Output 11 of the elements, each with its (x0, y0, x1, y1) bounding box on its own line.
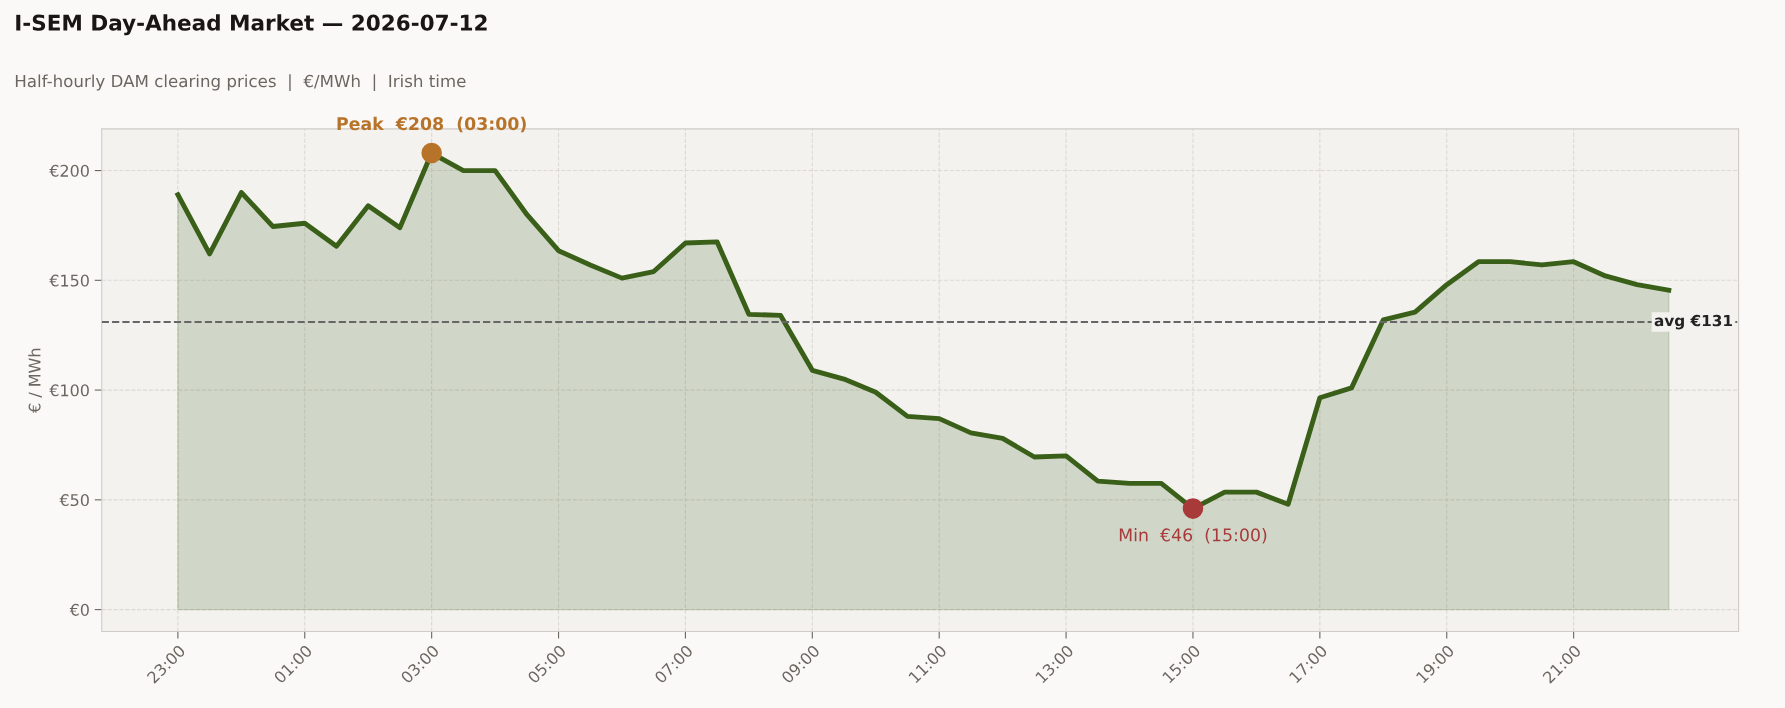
y-tick-label: €0 (69, 603, 89, 616)
y-tick-label: €50 (59, 494, 89, 507)
y-axis-title: € / MWh (28, 348, 42, 413)
y-tick-label: €150 (49, 274, 89, 287)
chart-title: I-SEM Day-Ahead Market — 2026-07-12 (16, 14, 487, 36)
ref-line-label: avg €131 (1654, 314, 1732, 330)
y-tick-label: €200 (49, 164, 89, 177)
annotation: Min €46 (15:00) (1119, 528, 1267, 544)
chart-subtitle: Half-hourly DAM clearing prices | €/MWh | Irish time (15, 74, 466, 92)
annotation: Peak €208 (03:00) (337, 116, 526, 133)
y-tick-label: €100 (49, 384, 89, 397)
